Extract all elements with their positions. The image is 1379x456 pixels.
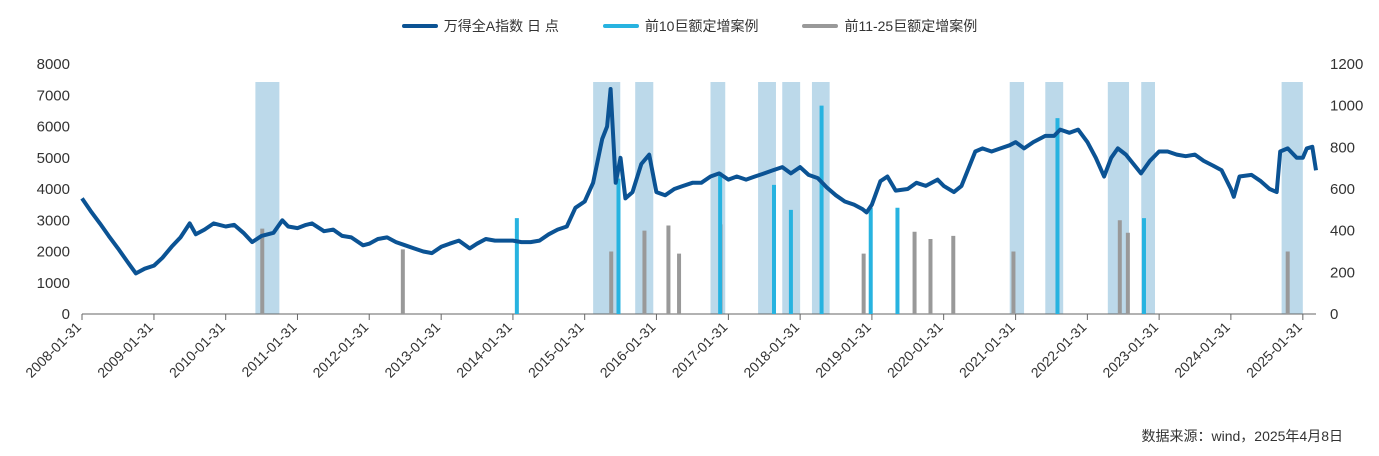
y-left-tick-label-7: 7000 [37,87,70,104]
legend: 万得全A指数 日 点 前10巨额定增案例 前11-25巨额定增案例 [0,16,1379,36]
y-left-tick-label-4: 4000 [37,181,70,198]
x-tick-label-4: 2012-01-31 [309,319,371,381]
legend-swatch-rank11-25 [802,24,839,28]
index-series-line [80,87,1318,276]
y-right-tick-label-6: 1200 [1330,56,1363,73]
x-tick-label-15: 2023-01-31 [1099,319,1161,381]
y-left-tick-label-0: 0 [62,306,70,323]
shaded-period-8 [1045,82,1064,314]
legend-item-top10: 前10巨额定增案例 [602,16,759,36]
legend-item-rank11-25: 前11-25巨额定增案例 [802,16,977,36]
legend-label-top10: 前10巨额定增案例 [644,18,759,34]
x-tick-label-12: 2020-01-31 [884,319,946,381]
x-tick-label-2: 2010-01-31 [166,319,228,381]
deal-bars [260,105,1290,314]
legend-item-index: 万得全A指数 日 点 [401,16,559,36]
x-tick-label-8: 2016-01-31 [597,319,659,381]
x-tick-label-13: 2021-01-31 [956,319,1018,381]
x-tick-label-17: 2025-01-31 [1243,319,1305,381]
y-right-tick-label-4: 800 [1330,139,1355,156]
x-tick-label-14: 2022-01-31 [1028,319,1090,381]
x-tick-label-0: 2008-01-31 [22,319,84,381]
shaded-period-4 [758,82,776,314]
x-tick-label-1: 2009-01-31 [94,319,156,381]
shaded-period-0 [255,82,280,314]
y-right-tick-label-0: 0 [1330,306,1338,323]
shaded-period-2 [635,82,654,314]
shaded-period-9 [1107,82,1130,314]
y-left-tick-label-3: 3000 [37,212,70,229]
y-left-tick-label-5: 5000 [37,150,70,167]
y-left-tick-label-6: 6000 [37,119,70,136]
shaded-period-11 [1281,82,1303,314]
x-tick-label-10: 2018-01-31 [740,319,802,381]
shaded-period-5 [782,82,801,314]
x-tick-label-6: 2014-01-31 [453,319,515,381]
shaded-period-3 [710,82,726,314]
x-tick-label-16: 2024-01-31 [1171,319,1233,381]
y-right-tick-label-1: 200 [1330,264,1355,281]
x-tick-label-5: 2013-01-31 [381,319,443,381]
x-tick-label-3: 2011-01-31 [238,319,299,380]
y-right-tick-label-2: 400 [1330,223,1355,240]
y-left-tick-label-8: 8000 [37,56,70,73]
y-left-tick-label-1: 1000 [37,275,70,292]
y-left-tick-label-2: 2000 [37,244,70,261]
legend-swatch-top10 [602,24,639,28]
x-tick-label-7: 2015-01-31 [525,319,587,381]
y-right-tick-label-3: 600 [1330,181,1355,198]
axes: 0 1000 2000 3000 4000 5000 6000 7000 8000 0 200 400… [22,56,1363,381]
legend-label-rank11-25: 前11-25巨额定增案例 [844,18,978,34]
index-line [80,87,1318,276]
source-note: 数据来源：wind，2025年4月8日 [1141,428,1343,444]
x-tick-label-9: 2017-01-31 [669,319,731,381]
legend-swatch-index [401,24,438,28]
legend-label-index: 万得全A指数 日 点 [443,18,559,34]
y-right-tick-label-5: 1000 [1330,98,1363,115]
x-tick-label-11: 2019-01-31 [812,319,874,381]
